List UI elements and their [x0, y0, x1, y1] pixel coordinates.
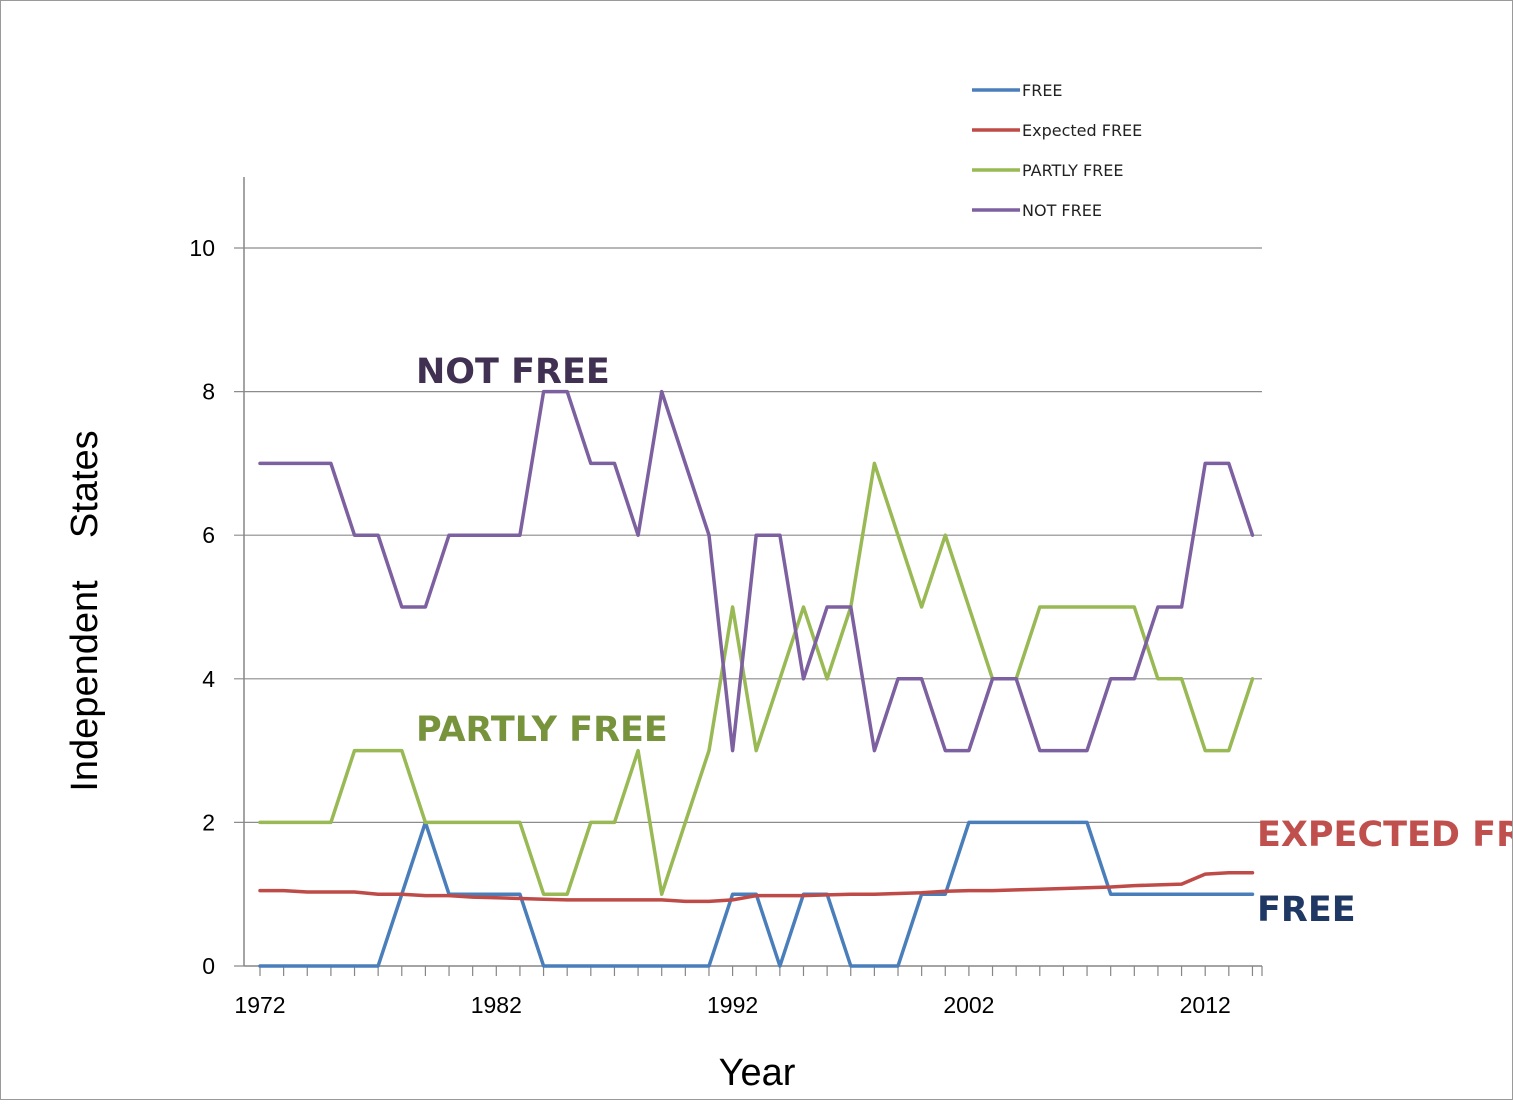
series-line-partly-free: [258, 461, 1255, 896]
x-tick-label: 2002: [943, 992, 994, 1018]
legend-label: PARTLY FREE: [1022, 161, 1123, 180]
series-lines: [258, 389, 1255, 968]
axes: [243, 177, 1262, 967]
annotation-expected-free: EXPECTED FR: [1257, 815, 1512, 855]
annotation-not-free: NOT FREE: [416, 352, 610, 392]
legend-label: Expected FREE: [1022, 121, 1142, 140]
y-tick-label: 0: [202, 953, 215, 979]
legend-label: NOT FREE: [1022, 201, 1102, 220]
x-axis-title: Year: [719, 1052, 796, 1094]
legend: FREE Expected FREE PARTLY FREE NOT FREE: [972, 81, 1142, 220]
y-tick-label: 2: [202, 809, 215, 835]
series-line-not-free: [258, 389, 1255, 753]
series-line-expected-free: [258, 870, 1255, 904]
x-tick-label: 2012: [1180, 992, 1231, 1018]
annotation-free: FREE: [1257, 890, 1356, 930]
x-tick-label: 1972: [234, 992, 285, 1018]
y-tick-label: 4: [202, 666, 215, 692]
x-axis-ticks: [259, 966, 1263, 976]
y-tick-label: 10: [189, 235, 215, 261]
x-tick-label: 1992: [707, 992, 758, 1018]
x-tick-label: 1982: [471, 992, 522, 1018]
legend-label: FREE: [1022, 81, 1063, 100]
y-axis-tick-labels: 0 2 4 6 8 10: [189, 235, 215, 979]
gridlines: [234, 247, 1262, 967]
y-tick-label: 8: [202, 379, 215, 405]
y-tick-label: 6: [202, 522, 215, 548]
annotation-partly-free: PARTLY FREE: [416, 710, 668, 750]
y-axis-title: Independent States: [64, 430, 106, 791]
x-axis-tick-labels: 1972 1982 1992 2002 2012: [234, 992, 1230, 1018]
